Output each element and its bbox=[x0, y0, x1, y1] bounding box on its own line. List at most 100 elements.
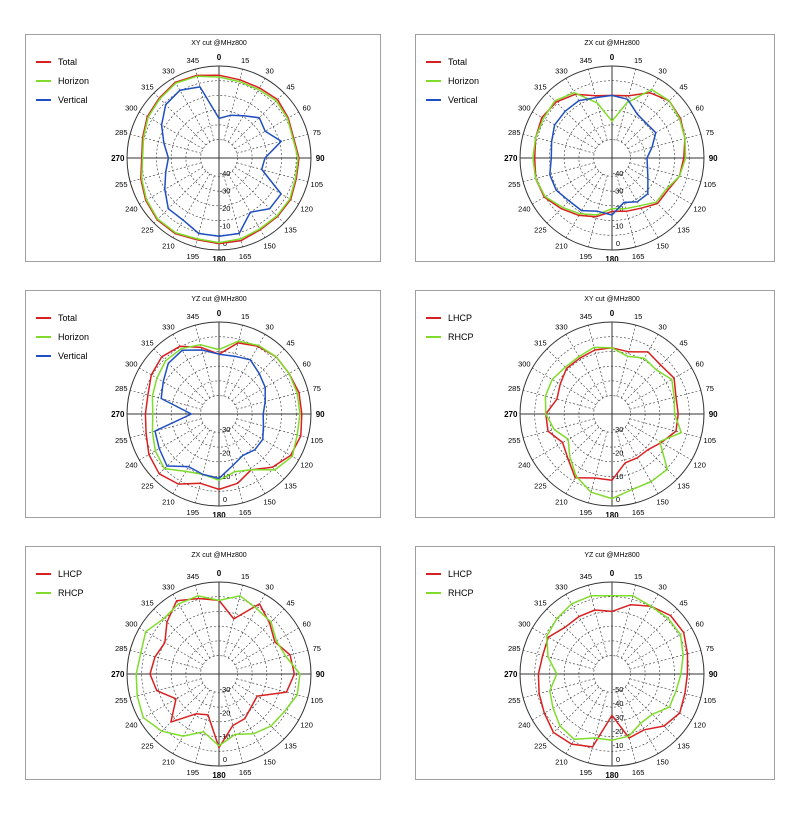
angle-label: 300 bbox=[518, 619, 531, 628]
angle-label: 60 bbox=[302, 619, 310, 628]
grid-spoke bbox=[629, 389, 701, 410]
radial-tick-label: -10 bbox=[613, 222, 624, 231]
grid-spoke bbox=[629, 133, 701, 154]
angle-label: 90 bbox=[316, 410, 325, 419]
angle-label: 165 bbox=[632, 508, 645, 517]
grid-spoke bbox=[587, 431, 608, 503]
angle-label: 345 bbox=[187, 312, 200, 321]
angle-label: 345 bbox=[580, 312, 593, 321]
angle-label: 105 bbox=[703, 436, 716, 445]
radial-tick-label: -30 bbox=[220, 425, 231, 434]
series-line-horizon bbox=[151, 340, 301, 481]
angle-label: 285 bbox=[508, 128, 521, 137]
series-line-total bbox=[533, 91, 686, 218]
grid-spoke bbox=[624, 348, 678, 402]
grid-spoke bbox=[523, 678, 595, 699]
angle-label: 30 bbox=[658, 322, 666, 331]
angle-label: 135 bbox=[677, 742, 690, 751]
grid-spoke bbox=[616, 431, 637, 503]
radial-tick-label: -10 bbox=[220, 222, 231, 231]
angle-label: 60 bbox=[302, 359, 310, 368]
chart-title: ZX cut @MHz800 bbox=[584, 40, 639, 47]
angle-label: 240 bbox=[518, 721, 531, 730]
angle-label: 285 bbox=[508, 644, 521, 653]
chart-title: YZ cut @MHz800 bbox=[191, 296, 246, 303]
angle-label: 240 bbox=[518, 461, 531, 470]
angle-label: 255 bbox=[115, 180, 128, 189]
angle-label: 120 bbox=[300, 205, 313, 214]
angle-label: 210 bbox=[555, 498, 568, 507]
angle-label: 315 bbox=[534, 338, 547, 347]
grid-spoke bbox=[231, 686, 285, 740]
angle-label: 150 bbox=[263, 498, 276, 507]
grid-spoke bbox=[234, 367, 299, 406]
angle-label: 195 bbox=[187, 768, 200, 777]
angle-label: 165 bbox=[239, 508, 252, 517]
angle-label: 30 bbox=[265, 322, 273, 331]
radial-tick-label: -40 bbox=[220, 169, 231, 178]
angle-label: 225 bbox=[534, 742, 547, 751]
legend-label-vertical: Vertical bbox=[58, 351, 88, 361]
angle-label: 255 bbox=[508, 696, 521, 705]
grid-spoke bbox=[532, 627, 597, 666]
legend-label-lhcp: LHCP bbox=[448, 569, 472, 579]
grid-spoke bbox=[627, 367, 692, 406]
angle-label: 270 bbox=[111, 410, 125, 419]
angle-label: 195 bbox=[187, 252, 200, 261]
grid-spoke bbox=[139, 682, 204, 721]
radial-tick-label: -30 bbox=[220, 187, 231, 196]
grid-spoke bbox=[620, 334, 659, 399]
angle-label: 45 bbox=[286, 338, 294, 347]
chart-title: XY cut @MHz800 bbox=[191, 40, 247, 47]
chart-panel-xy-total: XY cut @MHz800 0 15 30 45 60 75 90 105 120 135 150 1… bbox=[25, 34, 381, 262]
grid-spoke bbox=[172, 429, 211, 494]
series-line-total bbox=[140, 74, 300, 245]
legend-label-horizon: Horizon bbox=[58, 76, 89, 86]
angle-label: 150 bbox=[263, 242, 276, 251]
angle-label: 315 bbox=[141, 82, 154, 91]
grid-spoke bbox=[523, 389, 595, 410]
angle-label: 135 bbox=[284, 482, 297, 491]
radial-tick-label: 0 bbox=[616, 495, 620, 504]
angle-label: 105 bbox=[703, 696, 716, 705]
angle-label: 255 bbox=[508, 436, 521, 445]
angle-label: 345 bbox=[580, 572, 593, 581]
radial-tick-label: 0 bbox=[616, 239, 620, 248]
polar-chart-zx-total: ZX cut @MHz800 0 15 30 45 60 75 90 105 120 135 150 1… bbox=[426, 40, 718, 261]
grid-spoke bbox=[620, 429, 659, 494]
grid-spoke bbox=[587, 585, 608, 657]
legend-label-total: Total bbox=[58, 57, 77, 67]
angle-label: 15 bbox=[634, 572, 642, 581]
grid-spoke bbox=[587, 325, 608, 397]
grid-spoke bbox=[172, 594, 211, 659]
angle-label: 315 bbox=[141, 598, 154, 607]
grid-spoke bbox=[587, 691, 608, 763]
radial-tick-label: -20 bbox=[220, 449, 231, 458]
grid-spoke bbox=[223, 585, 244, 657]
angle-label: 225 bbox=[141, 226, 154, 235]
angle-label: 120 bbox=[300, 721, 313, 730]
grid-spoke bbox=[546, 686, 600, 740]
angle-label: 75 bbox=[706, 384, 714, 393]
angle-label: 75 bbox=[706, 644, 714, 653]
angle-label: 90 bbox=[709, 410, 718, 419]
chart-title: ZX cut @MHz800 bbox=[191, 552, 246, 559]
angle-label: 255 bbox=[115, 436, 128, 445]
radial-tick-label: -20 bbox=[613, 727, 624, 736]
grid-spoke bbox=[130, 418, 202, 439]
grid-spoke bbox=[565, 594, 604, 659]
angle-label: 135 bbox=[284, 226, 297, 235]
grid-spoke bbox=[231, 608, 285, 662]
series-line-lhcp bbox=[537, 603, 689, 748]
grid-spoke bbox=[616, 691, 637, 763]
legend-label-rhcp: RHCP bbox=[448, 332, 474, 342]
grid-spoke bbox=[629, 678, 701, 699]
grid-spoke bbox=[236, 389, 308, 410]
angle-label: 225 bbox=[141, 742, 154, 751]
angle-label: 180 bbox=[605, 255, 619, 261]
angle-label: 240 bbox=[125, 721, 138, 730]
grid-spoke bbox=[223, 175, 244, 247]
angle-label: 180 bbox=[605, 511, 619, 517]
angle-label: 45 bbox=[679, 598, 687, 607]
polar-chart-yz-cp: YZ cut @MHz800 0 15 30 45 60 75 90 105 120 135 150 1… bbox=[426, 552, 718, 779]
